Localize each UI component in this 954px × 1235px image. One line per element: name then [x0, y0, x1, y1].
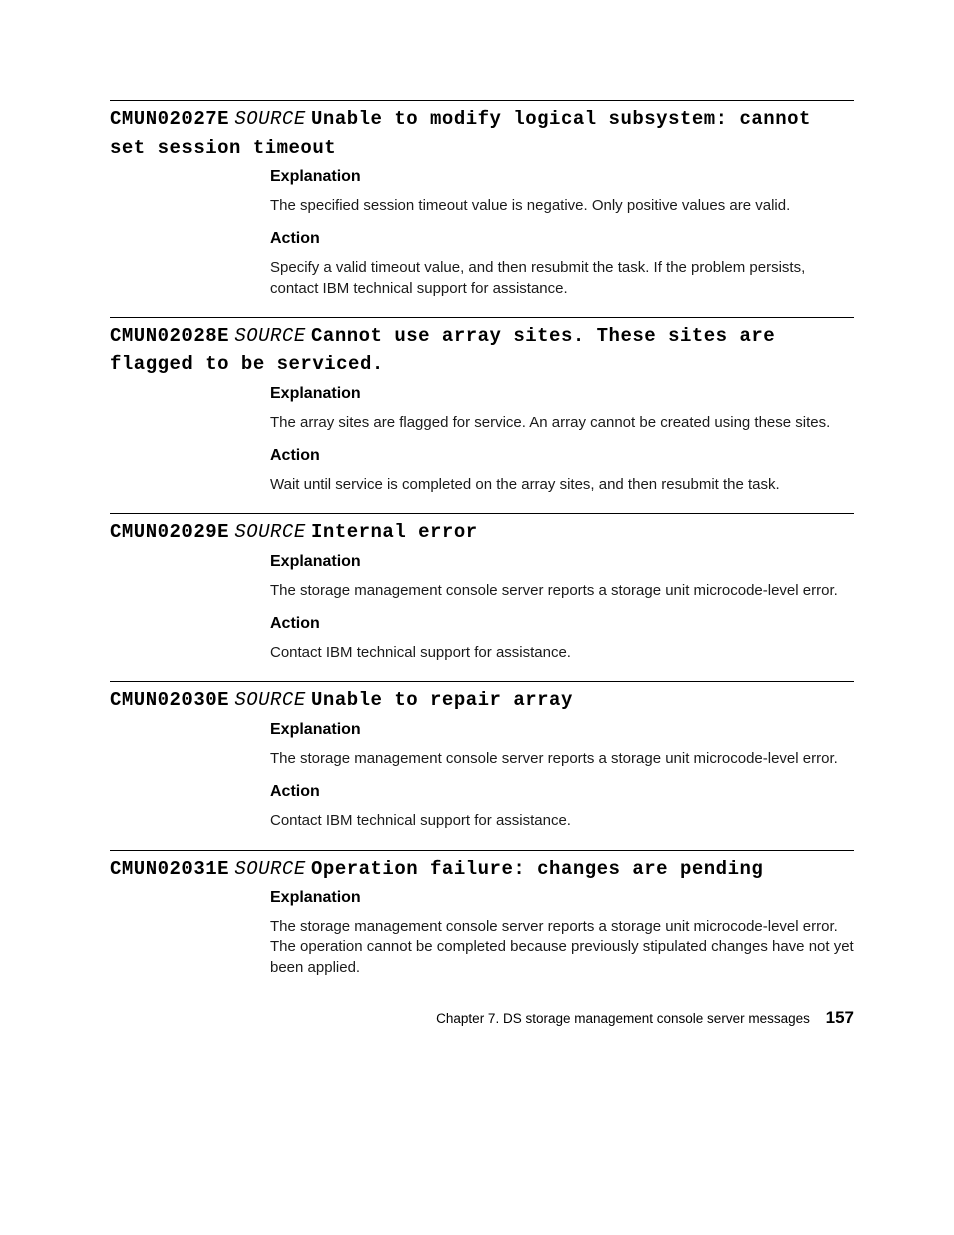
- explanation-text: The storage management console server re…: [270, 581, 854, 601]
- explanation-heading: Explanation: [270, 168, 854, 186]
- action-heading: Action: [270, 783, 854, 801]
- action-text: Contact IBM technical support for assist…: [270, 643, 854, 663]
- explanation-heading: Explanation: [270, 889, 854, 907]
- divider: [110, 850, 854, 851]
- page-footer: Chapter 7. DS storage management console…: [110, 1008, 854, 1028]
- action-block: Action Contact IBM technical support for…: [270, 783, 854, 831]
- action-text: Specify a valid timeout value, and then …: [270, 258, 854, 299]
- explanation-block: Explanation The specified session timeou…: [270, 168, 854, 216]
- message-text: Unable to repair array: [311, 689, 573, 711]
- explanation-text: The storage management console server re…: [270, 749, 854, 769]
- message-title: CMUN02029E SOURCE Internal error: [110, 518, 854, 547]
- explanation-block: Explanation The storage management conso…: [270, 553, 854, 601]
- message-entry: CMUN02027E SOURCE Unable to modify logic…: [110, 100, 854, 299]
- footer-chapter: Chapter 7. DS storage management console…: [436, 1011, 810, 1026]
- message-code: CMUN02031E: [110, 858, 229, 880]
- message-code: CMUN02028E: [110, 325, 229, 347]
- message-code: CMUN02030E: [110, 689, 229, 711]
- message-title: CMUN02027E SOURCE Unable to modify logic…: [110, 105, 854, 162]
- message-source: SOURCE: [234, 689, 305, 711]
- divider: [110, 317, 854, 318]
- message-text: Internal error: [311, 521, 478, 543]
- message-code: CMUN02027E: [110, 108, 229, 130]
- action-heading: Action: [270, 447, 854, 465]
- divider: [110, 100, 854, 101]
- message-entry: CMUN02028E SOURCE Cannot use array sites…: [110, 317, 854, 496]
- document-page: CMUN02027E SOURCE Unable to modify logic…: [0, 0, 954, 1068]
- action-block: Action Contact IBM technical support for…: [270, 615, 854, 663]
- explanation-block: Explanation The array sites are flagged …: [270, 385, 854, 433]
- message-source: SOURCE: [234, 521, 305, 543]
- explanation-block: Explanation The storage management conso…: [270, 721, 854, 769]
- message-title: CMUN02030E SOURCE Unable to repair array: [110, 686, 854, 715]
- message-entry: CMUN02031E SOURCE Operation failure: cha…: [110, 850, 854, 978]
- explanation-text: The storage management console server re…: [270, 917, 854, 978]
- explanation-heading: Explanation: [270, 553, 854, 571]
- message-text: Operation failure: changes are pending: [311, 858, 763, 880]
- explanation-heading: Explanation: [270, 721, 854, 739]
- action-text: Wait until service is completed on the a…: [270, 475, 854, 495]
- footer-page-number: 157: [826, 1008, 854, 1027]
- explanation-block: Explanation The storage management conso…: [270, 889, 854, 978]
- message-code: CMUN02029E: [110, 521, 229, 543]
- message-source: SOURCE: [234, 858, 305, 880]
- divider: [110, 681, 854, 682]
- divider: [110, 513, 854, 514]
- action-text: Contact IBM technical support for assist…: [270, 811, 854, 831]
- explanation-text: The specified session timeout value is n…: [270, 196, 854, 216]
- message-entry: CMUN02029E SOURCE Internal error Explana…: [110, 513, 854, 663]
- message-source: SOURCE: [234, 325, 305, 347]
- explanation-text: The array sites are flagged for service.…: [270, 413, 854, 433]
- message-source: SOURCE: [234, 108, 305, 130]
- action-block: Action Wait until service is completed o…: [270, 447, 854, 495]
- message-title: CMUN02031E SOURCE Operation failure: cha…: [110, 855, 854, 884]
- action-heading: Action: [270, 615, 854, 633]
- message-entry: CMUN02030E SOURCE Unable to repair array…: [110, 681, 854, 831]
- message-title: CMUN02028E SOURCE Cannot use array sites…: [110, 322, 854, 379]
- action-block: Action Specify a valid timeout value, an…: [270, 230, 854, 299]
- action-heading: Action: [270, 230, 854, 248]
- explanation-heading: Explanation: [270, 385, 854, 403]
